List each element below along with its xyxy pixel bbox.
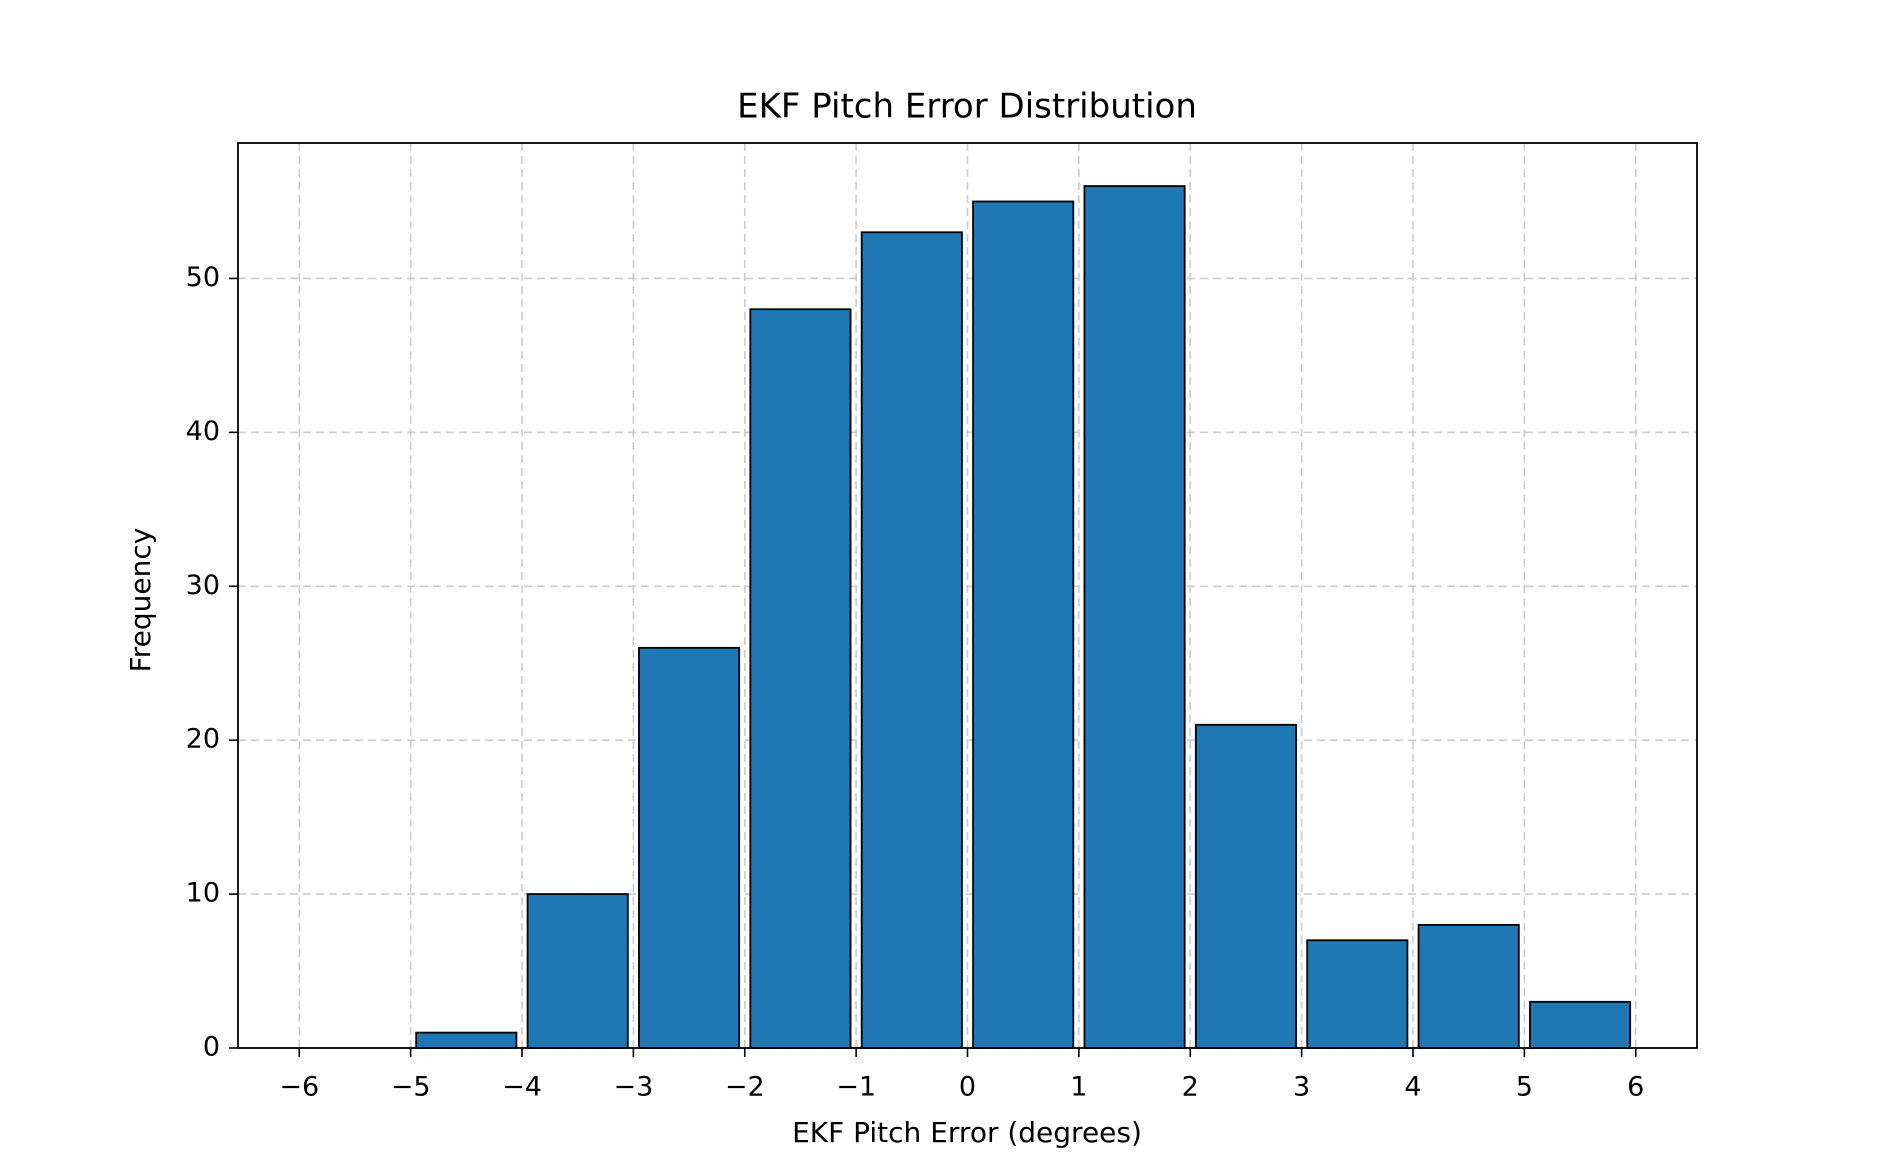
chart-title: EKF Pitch Error Distribution	[737, 87, 1197, 127]
x-tick-label: −3	[613, 1072, 653, 1103]
y-tick-label: 10	[186, 878, 220, 909]
x-tick-label: 6	[1627, 1072, 1644, 1103]
y-tick-label: 0	[203, 1032, 220, 1063]
grid-lines	[238, 143, 1697, 1049]
x-tick-label: −4	[502, 1072, 542, 1103]
histogram-bar	[1529, 1000, 1632, 1049]
x-tick-label: 5	[1516, 1072, 1533, 1103]
y-tick-label: 50	[186, 262, 220, 293]
histogram-bar	[749, 308, 852, 1049]
histogram-bar	[1417, 923, 1520, 1049]
x-tick-label: 4	[1404, 1072, 1421, 1103]
x-tick-label: 2	[1182, 1072, 1199, 1103]
histogram-bar	[1083, 185, 1186, 1049]
y-tick-label: 20	[186, 724, 220, 755]
x-tick-label: −6	[279, 1072, 319, 1103]
x-tick-label: 1	[1070, 1072, 1087, 1103]
histogram-bar	[972, 200, 1075, 1049]
histogram-bar	[526, 893, 629, 1049]
x-tick-label: 0	[959, 1072, 976, 1103]
x-tick-label: 3	[1293, 1072, 1310, 1103]
histogram-bar	[638, 646, 741, 1049]
y-tick-label: 40	[186, 416, 220, 447]
histogram-bar	[1194, 723, 1297, 1049]
x-tick-label: −1	[836, 1072, 876, 1103]
histogram-bar	[860, 231, 963, 1049]
x-axis-label: EKF Pitch Error (degrees)	[792, 1116, 1142, 1149]
x-tick-label: −2	[725, 1072, 765, 1103]
histogram-bar	[415, 1031, 518, 1049]
axis-ticks: −6 −5 −4 −3 −2 −1 0 1 2 3 4 5 6 0 10 20 30 40 50	[186, 262, 1645, 1103]
histogram-bars	[415, 185, 1632, 1049]
x-tick-label: −5	[391, 1072, 431, 1103]
histogram-bar	[1306, 939, 1409, 1049]
y-tick-label: 30	[186, 570, 220, 601]
y-axis-label: Frequency	[124, 528, 157, 673]
